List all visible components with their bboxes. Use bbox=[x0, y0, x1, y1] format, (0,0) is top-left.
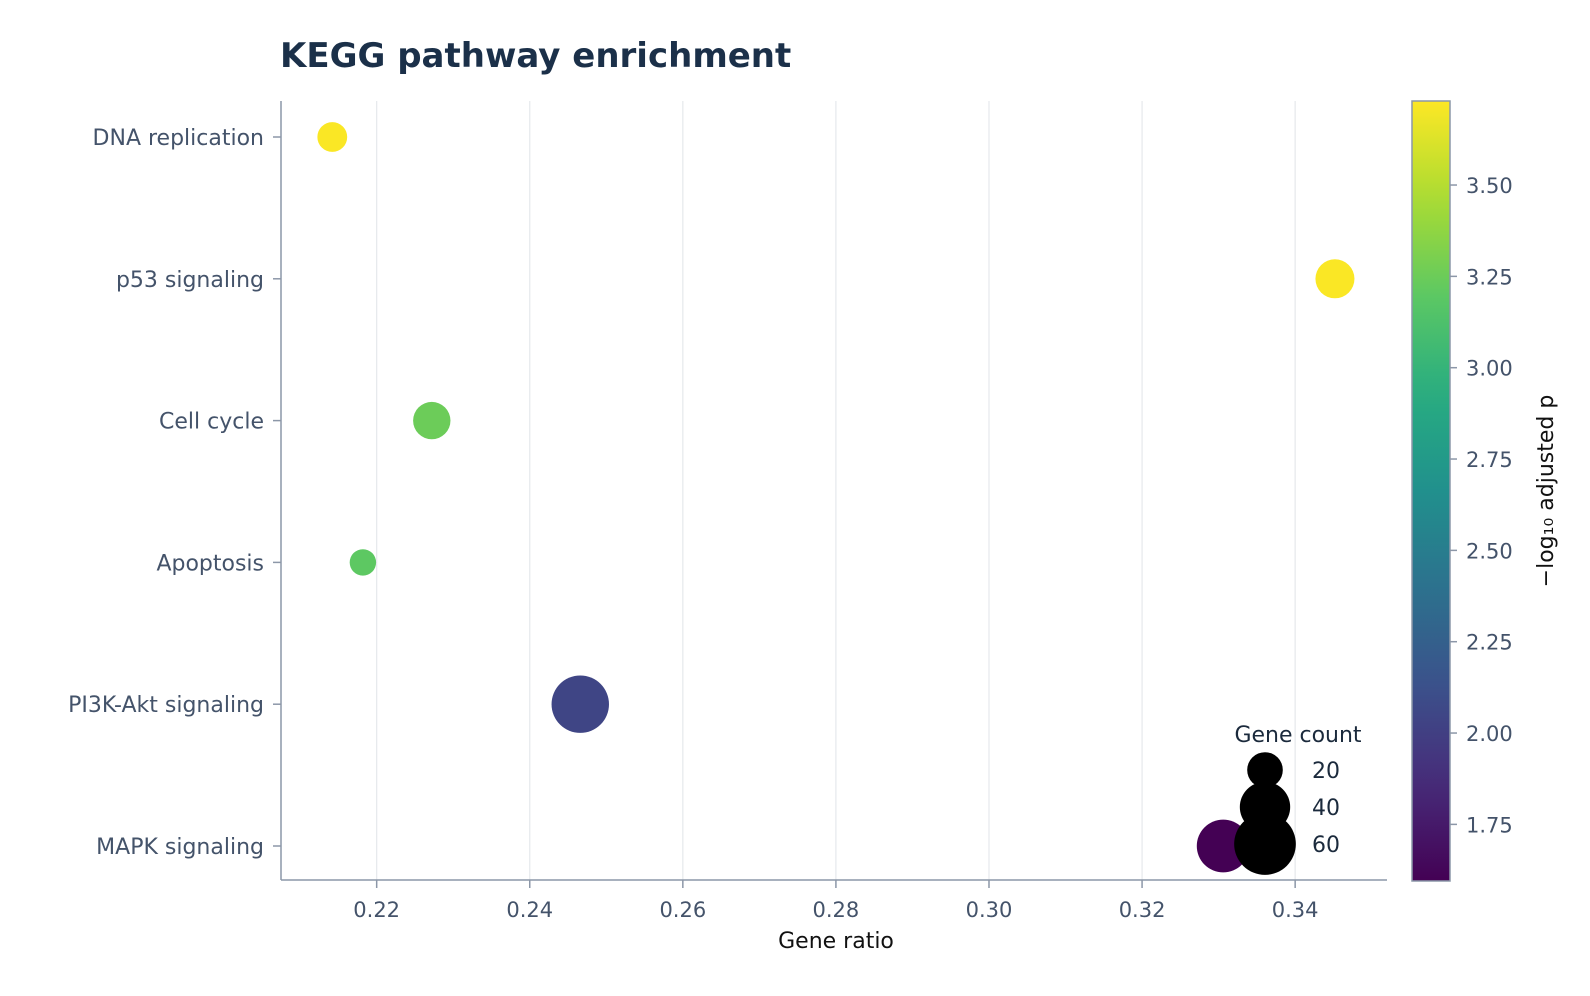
colorbar-tick-label: 3.00 bbox=[1466, 357, 1513, 381]
grid-lines bbox=[376, 101, 1296, 880]
y-tick-label: PI3K-Akt signaling bbox=[68, 693, 264, 718]
size-legend-marker bbox=[1234, 813, 1296, 875]
y-tick-label: Apoptosis bbox=[156, 551, 264, 576]
size-legend-label: 40 bbox=[1312, 796, 1340, 821]
colorbar: 1.75 2.00 2.25 2.50 2.75 3.00 3.25 3.50 −log₁₀ … bbox=[1411, 100, 1559, 882]
axes bbox=[280, 101, 1387, 881]
chart-title: KEGG pathway enrichment bbox=[280, 36, 791, 76]
data-point bbox=[317, 122, 348, 152]
y-tick-label: DNA replication bbox=[93, 126, 264, 151]
x-tick-label: 0.26 bbox=[659, 898, 706, 922]
colorbar-label: −log₁₀ adjusted p bbox=[1534, 395, 1559, 588]
colorbar-tick-label: 2.25 bbox=[1466, 631, 1513, 655]
x-ticks: 0.22 0.24 0.26 0.28 0.30 0.32 0.34 bbox=[353, 880, 1319, 922]
y-tick-label: Cell cycle bbox=[159, 410, 264, 435]
data-point bbox=[1315, 259, 1355, 299]
colorbar-tick-label: 2.75 bbox=[1466, 448, 1513, 472]
data-point bbox=[413, 401, 451, 440]
colorbar-ticks: 1.75 2.00 2.25 2.50 2.75 3.00 3.25 3.50 bbox=[1450, 174, 1513, 837]
x-tick-label: 0.24 bbox=[506, 898, 553, 922]
size-legend-label: 20 bbox=[1312, 759, 1340, 784]
size-legend-label: 60 bbox=[1312, 833, 1340, 858]
colorbar-tick-label: 2.50 bbox=[1466, 539, 1513, 563]
colorbar-tick-label: 1.75 bbox=[1466, 813, 1513, 837]
size-legend-marker bbox=[1247, 752, 1283, 788]
colorbar-gradient bbox=[1411, 100, 1451, 882]
y-tick-label: MAPK signaling bbox=[96, 835, 264, 860]
size-legend-title: Gene count bbox=[1234, 723, 1361, 748]
x-tick-label: 0.32 bbox=[1119, 898, 1166, 922]
size-legend: Gene count 20 40 60 bbox=[1234, 723, 1362, 875]
y-tick-label: p53 signaling bbox=[116, 268, 264, 293]
data-point bbox=[551, 675, 609, 733]
x-tick-label: 0.30 bbox=[966, 898, 1013, 922]
x-axis-label: Gene ratio bbox=[778, 929, 894, 954]
colorbar-tick-label: 3.50 bbox=[1466, 174, 1513, 198]
data-points bbox=[317, 122, 1355, 873]
y-ticks: DNA replication p53 signaling Cell cycle Ap… bbox=[68, 126, 281, 860]
x-tick-label: 0.34 bbox=[1272, 898, 1319, 922]
colorbar-tick-label: 2.00 bbox=[1466, 722, 1513, 746]
x-tick-label: 0.22 bbox=[353, 898, 400, 922]
x-tick-label: 0.28 bbox=[813, 898, 860, 922]
data-point bbox=[349, 549, 377, 576]
colorbar-tick-label: 3.25 bbox=[1466, 265, 1513, 289]
